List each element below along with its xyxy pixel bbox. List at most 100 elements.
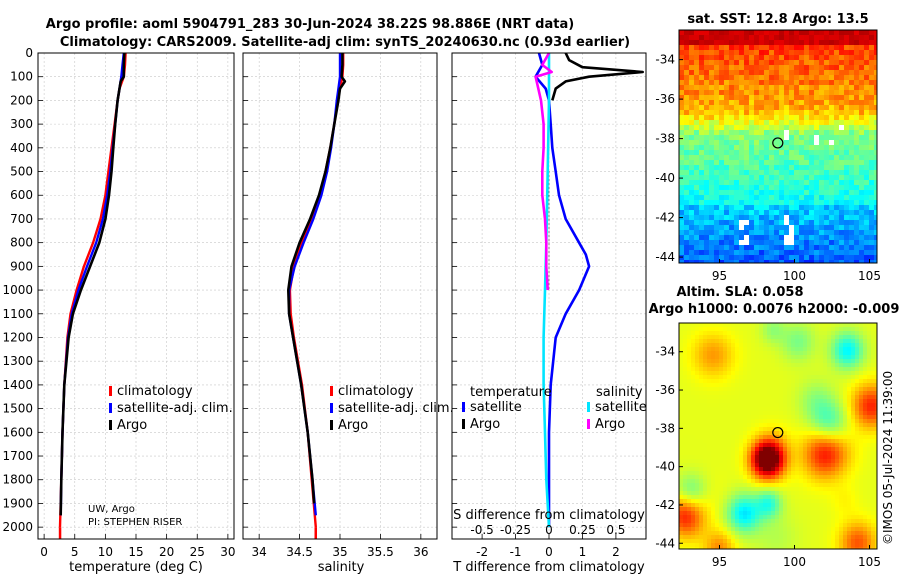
heatmap-cell	[844, 250, 850, 256]
heatmap-cell	[819, 145, 825, 151]
heatmap-cell	[803, 407, 808, 412]
heatmap-cell	[691, 479, 696, 484]
heatmap-cell	[824, 215, 830, 221]
heatmap-cell	[727, 503, 732, 508]
heatmap-cell	[683, 539, 688, 544]
heatmap-cell	[755, 327, 760, 332]
heatmap-cell	[719, 475, 724, 480]
heatmap-cell	[769, 190, 775, 196]
heatmap-cell	[804, 150, 810, 156]
heatmap-cell	[754, 230, 760, 236]
heatmap-cell	[755, 539, 760, 544]
heatmap-cell	[699, 507, 704, 512]
heatmap-cell	[714, 215, 720, 221]
heatmap-cell	[795, 451, 800, 456]
heatmap-cell	[704, 50, 710, 56]
heatmap-cell	[719, 455, 724, 460]
heatmap-cell	[787, 543, 792, 548]
heatmap-cell	[687, 379, 692, 384]
heatmap-cell	[783, 523, 788, 528]
heatmap-cell	[807, 535, 812, 540]
heatmap-cell	[855, 347, 860, 352]
heatmap-cell	[734, 165, 740, 171]
heatmap-cell	[803, 395, 808, 400]
heatmap-cell	[739, 105, 745, 111]
heatmap-cell	[689, 30, 695, 36]
heatmap-cell	[739, 200, 745, 206]
sla-map-panel: 95 100 105-34-36-38-40-42-44	[655, 322, 881, 569]
heatmap-cell	[831, 391, 836, 396]
heatmap-cell	[711, 539, 716, 544]
heatmap-cell	[871, 407, 876, 412]
heatmap-cell	[874, 100, 878, 106]
heatmap-cell	[839, 451, 844, 456]
heatmap-cell	[715, 527, 720, 532]
heatmap-cell	[819, 130, 825, 136]
heatmap-cell	[747, 487, 752, 492]
heatmap-cell	[731, 331, 736, 336]
heatmap-cell	[787, 395, 792, 400]
y-tick-label: 500	[10, 165, 33, 179]
heatmap-cell	[683, 467, 688, 472]
heatmap-cell	[754, 185, 760, 191]
heatmap-cell	[751, 343, 756, 348]
heatmap-cell	[687, 327, 692, 332]
heatmap-cell	[707, 351, 712, 356]
heatmap-cell	[831, 327, 836, 332]
heatmap-cell	[779, 50, 785, 56]
heatmap-cell	[791, 343, 796, 348]
heatmap-cell	[859, 225, 865, 231]
heatmap-cell	[703, 435, 708, 440]
heatmap-cell	[687, 399, 692, 404]
heatmap-cell	[687, 535, 692, 540]
heatmap-cell	[779, 210, 785, 216]
heatmap-cell	[799, 367, 804, 372]
heatmap-cell	[859, 323, 864, 328]
heatmap-cell	[691, 483, 696, 488]
heatmap-cell	[724, 185, 730, 191]
heatmap-cell	[809, 180, 815, 186]
heatmap-cell	[829, 230, 835, 236]
heatmap-cell	[683, 431, 688, 436]
heatmap-cell	[774, 250, 780, 256]
heatmap-cell	[739, 543, 744, 548]
heatmap-cell	[874, 165, 878, 171]
heatmap-cell	[779, 423, 784, 428]
heatmap-cell	[711, 535, 716, 540]
heatmap-cell	[714, 90, 720, 96]
heatmap-cell	[683, 475, 688, 480]
heatmap-cell	[831, 363, 836, 368]
heatmap-cell	[819, 115, 825, 121]
heatmap-cell	[824, 140, 830, 146]
heatmap-cell	[711, 451, 716, 456]
heatmap-cell	[799, 335, 804, 340]
heatmap-cell	[724, 95, 730, 101]
heatmap-cell	[814, 125, 820, 131]
heatmap-cell	[847, 407, 852, 412]
heatmap-cell	[694, 55, 700, 61]
heatmap-cell	[744, 90, 750, 96]
heatmap-cell	[831, 547, 836, 550]
heatmap-cell	[807, 487, 812, 492]
heatmap-cell	[749, 120, 755, 126]
heatmap-cell	[695, 547, 700, 550]
heatmap-cell	[747, 403, 752, 408]
heatmap-cell	[723, 399, 728, 404]
heatmap-cell	[709, 240, 715, 246]
heatmap-cell	[743, 383, 748, 388]
heatmap-cell	[729, 195, 735, 201]
heatmap-cell	[719, 30, 725, 36]
heatmap-cell	[859, 475, 864, 480]
heatmap-cell	[863, 407, 868, 412]
heatmap-cell	[715, 471, 720, 476]
heatmap-cell	[847, 487, 852, 492]
heatmap-cell	[683, 515, 688, 520]
heatmap-cell	[824, 75, 830, 81]
heatmap-cell	[731, 363, 736, 368]
heatmap-cell	[823, 323, 828, 328]
heatmap-cell	[759, 447, 764, 452]
heatmap-cell	[863, 511, 868, 516]
heatmap-cell	[783, 415, 788, 420]
heatmap-cell	[759, 419, 764, 424]
heatmap-cell	[835, 383, 840, 388]
